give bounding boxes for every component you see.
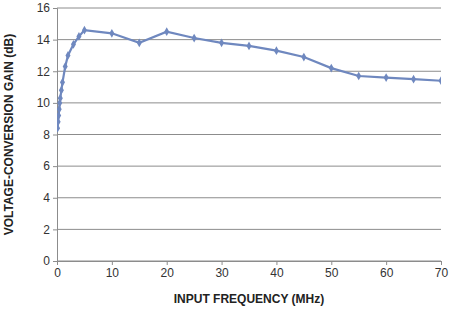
tick-label: 2 bbox=[43, 223, 50, 237]
marker bbox=[329, 64, 334, 73]
marker bbox=[219, 38, 224, 47]
marker bbox=[246, 42, 251, 51]
tick: 10 bbox=[106, 261, 120, 280]
marker bbox=[58, 94, 63, 103]
tick: 2 bbox=[43, 223, 57, 237]
plot-area bbox=[57, 26, 441, 133]
marker bbox=[164, 27, 169, 36]
tick-label: 10 bbox=[37, 96, 51, 110]
tick: 50 bbox=[325, 261, 339, 280]
tick-label: 0 bbox=[54, 266, 61, 280]
tick-label: 4 bbox=[43, 191, 50, 205]
tick: 30 bbox=[215, 261, 229, 280]
marker bbox=[109, 29, 114, 38]
tick: 20 bbox=[161, 261, 175, 280]
tick-mark bbox=[167, 261, 168, 265]
tick-mark bbox=[53, 40, 57, 41]
marker bbox=[76, 32, 81, 41]
marker bbox=[411, 75, 416, 84]
marker bbox=[384, 73, 389, 82]
tick-label: 40 bbox=[270, 266, 284, 280]
chart: 0 10 20 30 40 50 60 70 0 2 4 6 8 10 12 14 16 INPUT FREQUE… bbox=[0, 0, 450, 311]
tick: 14 bbox=[37, 33, 57, 47]
marker bbox=[356, 72, 361, 81]
tick-mark bbox=[276, 261, 277, 265]
grid-line bbox=[57, 71, 441, 72]
grid-line bbox=[57, 39, 441, 40]
tick: 60 bbox=[380, 261, 394, 280]
axis-line bbox=[58, 262, 442, 266]
tick: 40 bbox=[270, 261, 284, 280]
tick: 8 bbox=[43, 128, 57, 142]
marker bbox=[65, 51, 70, 60]
grid-line bbox=[57, 8, 441, 9]
tick-label: 10 bbox=[106, 266, 120, 280]
marker bbox=[137, 38, 142, 47]
tick-mark bbox=[53, 166, 57, 167]
tick-label: 50 bbox=[325, 266, 339, 280]
tick: 12 bbox=[37, 65, 57, 79]
tick-mark bbox=[112, 261, 113, 265]
tick: 70 bbox=[435, 261, 449, 280]
marker bbox=[438, 76, 441, 85]
axis-line bbox=[53, 9, 58, 262]
tick: 6 bbox=[43, 159, 57, 173]
grid-line bbox=[57, 197, 441, 198]
tick-label: 20 bbox=[161, 266, 175, 280]
tick-mark bbox=[441, 261, 442, 265]
tick-mark bbox=[53, 8, 57, 9]
tick-mark bbox=[53, 71, 57, 72]
marker bbox=[301, 53, 306, 62]
tick: 10 bbox=[37, 96, 57, 110]
grid-line bbox=[57, 134, 441, 135]
tick-label: 12 bbox=[37, 65, 51, 79]
x-axis-title: INPUT FREQUENCY (MHz) bbox=[174, 292, 324, 306]
grid-line bbox=[57, 166, 441, 167]
y-axis: 0 2 4 6 8 10 12 14 16 bbox=[37, 1, 58, 268]
tick: 16 bbox=[37, 1, 57, 15]
y-axis-title: VOLTAGE-CONVERSION GAIN (dB) bbox=[2, 34, 16, 236]
tick-label: 16 bbox=[37, 1, 51, 15]
tick-label: 60 bbox=[380, 266, 394, 280]
grid bbox=[57, 8, 441, 261]
marker bbox=[192, 34, 197, 43]
tick-mark bbox=[53, 261, 57, 262]
tick-label: 8 bbox=[43, 128, 50, 142]
tick-mark bbox=[222, 261, 223, 265]
tick: 0 bbox=[54, 261, 61, 280]
tick-mark bbox=[53, 103, 57, 104]
tick: 0 bbox=[43, 254, 57, 268]
series-line bbox=[58, 30, 441, 128]
grid-line bbox=[57, 102, 441, 103]
marker bbox=[59, 86, 64, 95]
grid-line bbox=[57, 229, 441, 230]
tick-label: 0 bbox=[43, 254, 50, 268]
tick-label: 14 bbox=[37, 33, 51, 47]
marker bbox=[60, 78, 65, 87]
tick-mark bbox=[331, 261, 332, 265]
marker bbox=[63, 62, 68, 71]
marker bbox=[274, 46, 279, 55]
marker bbox=[71, 40, 76, 49]
tick-mark bbox=[53, 229, 57, 230]
tick-label: 30 bbox=[215, 266, 229, 280]
marker bbox=[82, 26, 87, 35]
tick-mark bbox=[53, 135, 57, 136]
x-axis: 0 10 20 30 40 50 60 70 bbox=[54, 261, 448, 280]
tick-mark bbox=[386, 261, 387, 265]
tick-label: 6 bbox=[43, 159, 50, 173]
tick-label: 70 bbox=[435, 266, 449, 280]
tick-mark bbox=[53, 198, 57, 199]
tick: 4 bbox=[43, 191, 57, 205]
